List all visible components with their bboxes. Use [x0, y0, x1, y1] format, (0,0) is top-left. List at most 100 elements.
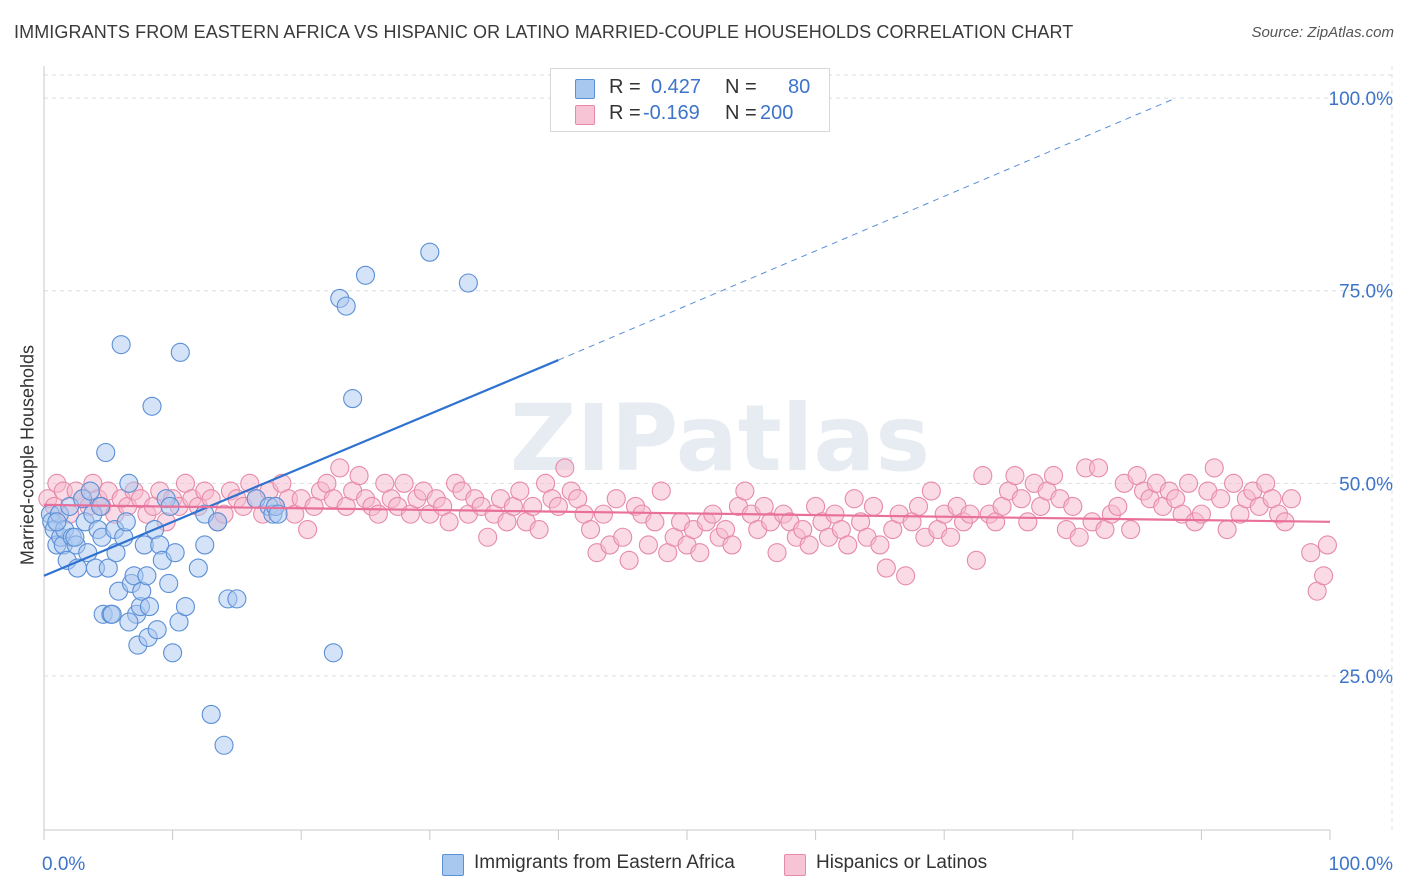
blue-data-point	[119, 473, 139, 493]
legend-pink-n-label: N =	[725, 102, 757, 124]
pink-data-point	[1005, 466, 1025, 486]
legend-label-hispanics: Hispanics or Latinos	[816, 852, 988, 873]
pink-data-point	[1088, 458, 1109, 478]
pink-data-point	[606, 489, 626, 509]
pink-data-point	[368, 504, 388, 524]
pink-data-point	[941, 527, 961, 547]
tick-labels-layer: 25.0% 50.0% 75.0% 100.0% 0.0% 100.0%	[42, 89, 1393, 875]
pink-data-point	[844, 489, 864, 509]
pink-data-point	[876, 558, 896, 578]
blue-trend-extension	[558, 97, 1176, 361]
blue-data-point	[163, 643, 183, 663]
blue-data-point	[343, 389, 363, 409]
pink-data-point	[394, 473, 414, 493]
pink-data-point	[349, 466, 369, 486]
pink-data-point	[1018, 512, 1038, 532]
blue-data-point	[323, 643, 343, 663]
pink-data-point	[298, 519, 318, 540]
pink-data-point	[523, 496, 543, 516]
pink-data-point	[838, 535, 858, 555]
pink-data-point	[722, 535, 742, 555]
y-tick-label: 25.0%	[1339, 667, 1393, 688]
blue-data-point	[227, 589, 247, 609]
y-tick-label: 100.0%	[1329, 89, 1394, 110]
blue-data-point	[175, 597, 196, 617]
pink-data-point	[330, 458, 350, 478]
source-label: Source: ZipAtlas.com	[1251, 24, 1394, 41]
blue-data-point	[268, 504, 288, 524]
pink-data-point	[529, 519, 549, 540]
legend-pink-r-label: R =	[609, 102, 641, 124]
trend-lines-layer	[43, 97, 1331, 577]
pink-data-point	[863, 496, 884, 516]
blue-data-point	[139, 597, 160, 617]
pink-data-point	[966, 550, 986, 570]
pink-data-point	[580, 519, 601, 540]
pink-data-point	[799, 535, 819, 555]
blue-data-point	[80, 481, 100, 501]
pink-legend-swatch-icon	[784, 854, 806, 876]
pink-data-point	[1043, 466, 1064, 486]
pink-data-point	[1317, 535, 1337, 555]
pink-data-point	[1069, 527, 1089, 547]
y-axis-label: Married-couple Households	[17, 344, 38, 566]
pink-data-point	[593, 504, 613, 524]
pink-data-point	[921, 481, 941, 501]
legend-pink-n-value: 200	[760, 102, 794, 124]
blue-data-point	[159, 573, 179, 594]
x-tick-label: 100.0%	[1329, 854, 1394, 875]
pink-data-point	[1063, 496, 1083, 516]
pink-data-point	[619, 550, 639, 570]
blue-legend-swatch-icon	[442, 854, 464, 876]
pink-data-point	[767, 543, 787, 563]
blue-points-layer	[40, 242, 478, 755]
pink-data-point	[1224, 473, 1244, 493]
chart-title: IMMIGRANTS FROM EASTERN AFRICA VS HISPAN…	[14, 22, 1074, 42]
pink-data-point	[1108, 496, 1128, 516]
blue-data-point	[201, 704, 221, 724]
legend-blue-r-value: 0.427	[651, 76, 702, 98]
pink-data-point	[645, 512, 665, 532]
pink-data-point	[651, 481, 671, 501]
blue-data-point	[214, 735, 234, 755]
blue-data-point	[336, 296, 356, 316]
legend-row-pink: R = -0.169 N = 200	[551, 101, 829, 127]
blue-data-point	[98, 558, 118, 578]
blue-data-point	[170, 342, 190, 362]
y-tick-label: 50.0%	[1339, 474, 1393, 495]
pink-data-point	[1011, 489, 1031, 509]
pink-points-layer	[38, 458, 1337, 601]
pink-data-point	[973, 466, 993, 486]
blue-data-point	[195, 535, 215, 555]
blue-data-point	[208, 512, 228, 532]
pink-data-point	[908, 496, 929, 516]
blue-data-point	[355, 265, 376, 285]
legend-blue-n-label: N =	[725, 76, 757, 98]
blue-data-point	[188, 558, 208, 578]
blue-data-point	[47, 512, 67, 532]
pink-data-point	[1191, 504, 1211, 524]
x-tick-label: 0.0%	[42, 854, 85, 875]
pink-data-point	[638, 535, 658, 555]
pink-data-point	[1314, 566, 1334, 586]
pink-data-point	[1281, 489, 1301, 509]
pink-data-point	[613, 527, 633, 547]
blue-data-point	[119, 612, 139, 632]
pink-data-point	[439, 512, 459, 532]
pink-data-point	[735, 481, 755, 501]
pink-data-point	[1204, 458, 1224, 478]
watermark: ZIPatlas	[510, 385, 930, 492]
axes-layer	[43, 66, 1331, 840]
correlation-legend: R = 0.427 N = 80 R = -0.169 N = 200	[550, 68, 830, 132]
blue-data-point	[420, 242, 440, 262]
blue-data-point	[96, 442, 116, 463]
blue-data-point	[165, 543, 185, 563]
blue-data-point	[65, 527, 85, 547]
y-tick-label: 75.0%	[1339, 282, 1393, 303]
pink-data-point	[960, 504, 980, 524]
blue-data-point	[142, 396, 162, 416]
pink-data-point	[690, 543, 710, 563]
pink-data-point	[870, 535, 890, 555]
blue-data-point	[102, 604, 122, 624]
